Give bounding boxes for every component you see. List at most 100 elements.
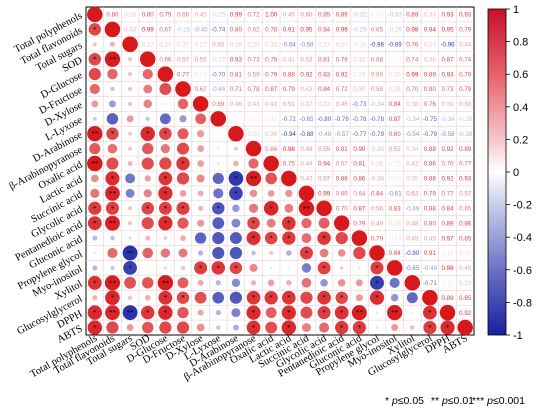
correlation-circle — [391, 324, 399, 332]
correlation-number: 0.88 — [424, 205, 437, 212]
correlation-circle — [127, 86, 133, 92]
correlation-circle — [282, 231, 296, 245]
correlation-circle — [319, 248, 329, 258]
correlation-circle — [387, 305, 403, 321]
colorbar-tick-label: -0.8 — [513, 297, 532, 309]
correlation-number: -0.27 — [211, 56, 226, 63]
correlation-number: 0.84 — [389, 101, 402, 108]
correlation-circle — [264, 291, 278, 305]
correlation-circle — [265, 172, 277, 185]
significance-stars: * — [322, 235, 326, 243]
significance-stars: * — [322, 294, 326, 302]
correlation-number: 0.59 — [318, 146, 331, 153]
correlation-circle — [320, 279, 328, 287]
correlation-number: 0.46 — [230, 101, 243, 108]
correlation-circle — [87, 275, 102, 290]
correlation-number: 0.37 — [300, 101, 313, 108]
correlation-circle — [159, 127, 172, 141]
correlation-circle — [127, 101, 133, 107]
correlation-number: 0.80 — [106, 12, 119, 19]
significance-stars: * — [322, 264, 326, 272]
correlation-circle — [106, 113, 119, 125]
correlation-circle — [265, 321, 278, 334]
correlation-circle — [106, 127, 119, 140]
correlation-number: 0.73 — [442, 86, 455, 93]
correlation-number: 0.93 — [459, 176, 472, 183]
correlation-number: 0.94 — [318, 161, 331, 168]
correlation-circle — [176, 142, 190, 155]
correlation-number: 1.00 — [265, 12, 278, 19]
correlation-circle — [197, 219, 205, 227]
correlation-circle — [197, 279, 204, 286]
correlation-circle — [196, 323, 205, 332]
correlation-number: 0.26 — [371, 161, 384, 168]
correlation-circle — [231, 308, 241, 318]
colorbar-tick-label: 0.8 — [513, 37, 528, 49]
significance-stars: ** — [303, 205, 311, 213]
correlation-circle — [192, 96, 209, 112]
correlation-circle — [410, 325, 415, 330]
correlation-circle — [87, 6, 103, 23]
correlation-circle — [108, 100, 116, 108]
correlation-number: 0.49 — [283, 12, 296, 19]
correlation-number: 0.96 — [336, 27, 349, 34]
correlation-circle — [229, 291, 243, 304]
correlation-circle — [301, 278, 312, 288]
correlation-number: 0.56 — [371, 205, 384, 212]
correlation-circle — [333, 215, 350, 231]
correlation-number: -0.25 — [211, 12, 226, 19]
correlation-circle — [93, 251, 97, 255]
correlation-number: -0.29 — [352, 27, 367, 34]
correlation-number: 0.81 — [353, 161, 366, 168]
correlation-number: 0.48 — [300, 146, 313, 153]
correlation-number: 0.17 — [265, 116, 278, 123]
correlation-number: 0.78 — [265, 27, 278, 34]
correlation-circle — [140, 126, 155, 141]
correlation-number: 0.50 — [459, 101, 472, 108]
correlation-number: 0.92 — [336, 71, 349, 78]
correlation-circle — [300, 306, 313, 319]
correlation-circle — [176, 201, 190, 215]
correlation-number: 0.66 — [265, 146, 278, 153]
correlation-circle — [177, 217, 189, 229]
significance-stars: * — [164, 205, 168, 213]
correlation-circle — [92, 235, 98, 241]
correlation-number: 0.70 — [336, 205, 349, 212]
correlation-number: 0.92 — [300, 71, 313, 78]
correlation-circle — [127, 221, 133, 226]
significance-stars: * — [181, 205, 185, 213]
correlation-number: 0.73 — [248, 56, 261, 63]
significance-legend: * p≤0.05 ** p≤0.01*** p≤0.001 — [385, 395, 525, 407]
correlation-number: 0.99 — [142, 27, 155, 34]
correlation-number: 0.14 — [195, 71, 208, 78]
correlation-number: 0.23 — [389, 220, 402, 227]
correlation-circle — [126, 324, 134, 331]
correlation-number: 0.78 — [336, 56, 349, 63]
correlation-number: 0.99 — [318, 191, 331, 198]
correlation-number: 0.87 — [353, 205, 366, 212]
correlation-circle — [232, 324, 239, 331]
correlation-number: -0.57 — [335, 131, 350, 138]
correlation-number: 0.86 — [459, 220, 472, 227]
correlation-number: 0.80 — [142, 12, 155, 19]
correlation-number: -0.74 — [211, 27, 226, 34]
correlation-circle — [87, 216, 102, 231]
correlation-circle — [245, 140, 262, 157]
correlation-circle — [143, 84, 153, 94]
correlation-number: 0.36 — [424, 56, 437, 63]
correlation-number: 0.87 — [389, 116, 402, 123]
correlation-circle — [141, 277, 154, 289]
correlation-number: 0.27 — [195, 41, 208, 48]
significance-stars: * — [375, 264, 379, 272]
correlation-number: 0.46 — [336, 101, 349, 108]
correlation-number: 0.71 — [230, 86, 243, 93]
correlation-number: 0.51 — [283, 101, 296, 108]
correlation-circle — [91, 174, 99, 183]
significance-stars: ** — [109, 309, 117, 317]
correlation-number: -0.79 — [370, 131, 385, 138]
correlation-circle — [248, 158, 259, 169]
correlation-number: -0.45 — [194, 27, 209, 34]
correlation-circle — [245, 170, 262, 187]
correlation-circle — [281, 216, 296, 231]
correlation-circle — [423, 305, 437, 320]
